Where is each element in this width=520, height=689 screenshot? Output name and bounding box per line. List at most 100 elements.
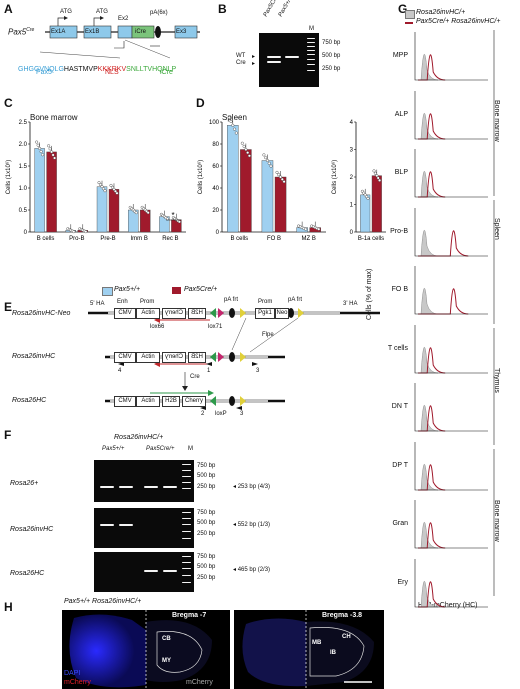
ladder-band — [307, 64, 315, 65]
prom2-label: Prom — [258, 299, 273, 305]
data-point — [378, 178, 382, 182]
product-label: 465 bp (2/3) — [237, 567, 271, 573]
histogram-control — [418, 405, 439, 432]
region-ch: CH — [342, 634, 351, 640]
legend-g-cre: Pax5Cre/+ Rosa26invHC/+ — [416, 18, 501, 25]
actin-box: Actin — [136, 396, 160, 407]
exon-3-label: Ex3 — [176, 29, 187, 35]
ladder-band — [307, 38, 315, 39]
legend-cre-label: Pax5Cre/+ — [184, 286, 218, 293]
data-point — [244, 147, 248, 151]
cmv-box: CMV — [114, 308, 136, 319]
y-tick-label: 2.0 — [19, 142, 28, 148]
gel-f-size: 750 bp — [197, 554, 216, 560]
ladder-band — [182, 470, 191, 471]
significance-star: * — [171, 211, 174, 220]
data-point — [229, 119, 233, 123]
histogram-row-label: Pro-B — [390, 227, 408, 235]
histogram-control — [418, 580, 439, 607]
ladder-band — [307, 54, 315, 55]
histogram-row-label: BLP — [394, 169, 408, 176]
cmv-box: CMV — [114, 352, 136, 363]
histogram-control — [418, 54, 439, 81]
allele-invhc: Rosa26invHC — [12, 353, 56, 360]
histogram-row-label: ALP — [394, 110, 408, 118]
gel-b-size-750: 750 bp — [322, 40, 341, 46]
histogram-axes — [414, 383, 488, 432]
y-tick-label: 1 — [350, 203, 354, 209]
chart-d-title: Spleen — [222, 113, 247, 122]
data-point — [247, 154, 251, 158]
nls-seq-label: NLS — [105, 69, 119, 76]
y-tick-label: 0 — [350, 230, 354, 236]
seq-nls: KKKRKV — [97, 66, 127, 73]
histogram-cre — [418, 113, 446, 139]
cmv-box: CMV — [114, 396, 136, 407]
ladder-band — [182, 531, 191, 532]
gel-f-size: 250 bp — [197, 575, 216, 581]
data-point — [103, 189, 107, 193]
loxp-label: loxP — [215, 411, 227, 417]
arrow-icon: ▸ — [252, 61, 256, 67]
y-tick-label: 0 — [216, 230, 220, 236]
data-point — [35, 140, 39, 144]
y-tick-label: 0.5 — [19, 208, 28, 214]
prom-label: Prom — [140, 299, 155, 305]
histogram-cre — [418, 464, 446, 490]
data-point — [242, 144, 246, 148]
pax5-seq-label: Pax5 — [36, 69, 52, 76]
data-point — [234, 131, 238, 135]
histogram-axes — [414, 32, 488, 81]
primer-label: 3 — [256, 368, 260, 374]
y-tick-label: 4 — [350, 120, 354, 126]
data-point — [375, 174, 379, 178]
gel-b-cre-label: Cre — [236, 60, 246, 66]
bar-charts-svg: 0 0.5 1.0 1.5 2.0 2.5 Cells (1x10⁶) B cells Pro-… — [5, 116, 386, 242]
ladder-band — [307, 46, 315, 47]
icre-seq-label: iCre — [160, 69, 173, 76]
histogram-cre — [418, 54, 446, 81]
legend-g-swatch-wt — [405, 10, 415, 19]
panel-c-label: C — [4, 96, 13, 110]
lox66-label: lox66 — [150, 324, 165, 330]
data-point — [317, 227, 321, 231]
ha3-label: 3' HA — [343, 301, 358, 307]
legend-swatch-wt — [102, 287, 113, 296]
histogram-row-label: FO B — [391, 286, 408, 293]
x-tick-label: FO B — [267, 236, 281, 242]
histogram-cre — [418, 288, 469, 315]
icre-box — [131, 25, 155, 39]
gel-b-size-500: 500 bp — [322, 53, 341, 59]
legend-wt-label: Pax5+/+ — [114, 286, 141, 293]
data-point — [240, 141, 244, 145]
ladder-band — [182, 575, 191, 576]
y-tick-label: 20 — [212, 208, 219, 214]
gel-f-size: 500 bp — [197, 473, 216, 479]
seq-icre: SNLLTVHQNLP — [126, 66, 177, 73]
gel-b-band — [267, 56, 281, 58]
y-tick-label: 1.0 — [19, 186, 28, 192]
y-tick-label: 60 — [212, 164, 219, 170]
data-point — [264, 156, 268, 160]
data-point — [53, 156, 57, 160]
histogram-plot — [414, 324, 488, 373]
data-point — [39, 150, 43, 154]
ladder-band — [182, 524, 191, 525]
data-point — [38, 146, 42, 150]
panel-d-label: D — [196, 96, 205, 110]
exon-1b — [83, 25, 112, 39]
allele-hc: Rosa26HC — [12, 397, 47, 404]
y-axis-label: Cells (1x10⁶) — [197, 160, 204, 194]
chart-c-title: Bone marrow — [30, 113, 78, 122]
cre-label: Cre — [190, 374, 200, 380]
histogram-control — [418, 171, 439, 198]
histogram-plot — [414, 32, 488, 81]
gel-f-band — [119, 524, 133, 526]
ladder-band — [182, 582, 191, 583]
data-point — [233, 127, 237, 131]
data-point — [372, 169, 376, 173]
data-point — [269, 164, 273, 168]
flpe-label: Flpe — [262, 332, 274, 338]
gel-f-band — [163, 570, 177, 572]
